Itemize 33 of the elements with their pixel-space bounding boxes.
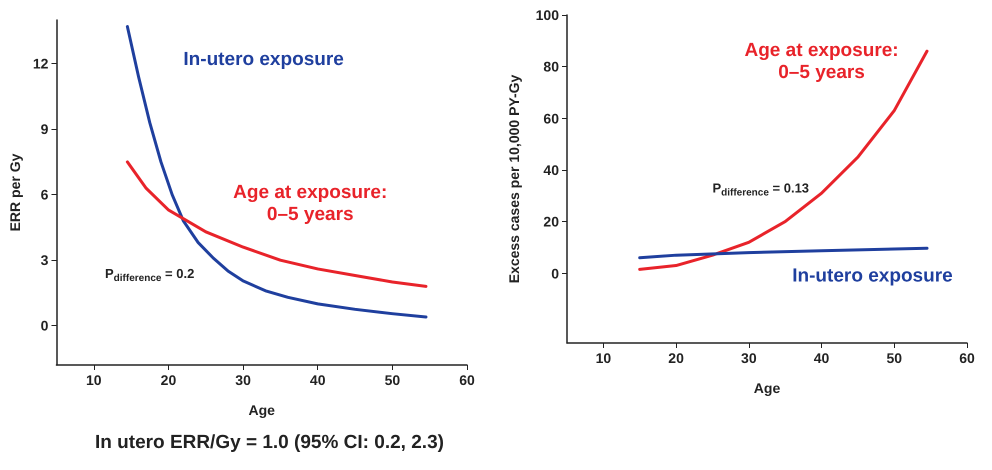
text: In-utero exposure — [183, 48, 344, 70]
y-tick-label: 20 — [543, 214, 560, 230]
line-series — [638, 246, 928, 260]
x-tick-label: 20 — [160, 372, 176, 388]
x-tick-label: 60 — [459, 372, 475, 388]
x-tick-label: 30 — [741, 350, 757, 366]
x-tick-label: 30 — [235, 372, 252, 388]
series-label: Age at exposure: 0–5 years — [233, 182, 388, 225]
y-tick-label: 80 — [543, 58, 560, 75]
x-tick-label: 10 — [596, 350, 612, 366]
y-axis-title: ERR per Gy — [7, 153, 23, 232]
x-tick-label: 60 — [959, 350, 975, 366]
y-tick-label: 6 — [40, 186, 49, 203]
x-tick-label: 40 — [814, 350, 830, 366]
series-label: Age at exposure: 0–5 years — [744, 40, 899, 83]
x-tick-label: 50 — [384, 372, 400, 388]
y-tick-label: 0 — [40, 318, 49, 334]
y-tick-label: 3 — [40, 252, 49, 268]
x-axis-title: Age — [754, 380, 780, 396]
y-axis-title: Excess cases per 10,000 PY-Gy — [506, 74, 522, 284]
y-tick-label: 12 — [32, 56, 49, 72]
x-tick-label: 20 — [668, 350, 684, 366]
text: In utero ERR/Gy = 1.0 (95% CI: 0.2, 2.3) — [95, 432, 444, 453]
y-tick-label: 9 — [40, 121, 49, 138]
y-tick-label: 60 — [543, 110, 560, 126]
x-tick-label: 10 — [86, 372, 102, 388]
y-tick-label: 0 — [551, 265, 560, 282]
x-tick-label: 40 — [310, 372, 326, 388]
series-label: In-utero exposure — [792, 265, 953, 286]
x-axis-title: Age — [248, 402, 276, 418]
y-tick-label: 100 — [536, 7, 560, 23]
y-tick-label: 40 — [543, 162, 560, 178]
x-tick-label: 50 — [886, 350, 902, 366]
